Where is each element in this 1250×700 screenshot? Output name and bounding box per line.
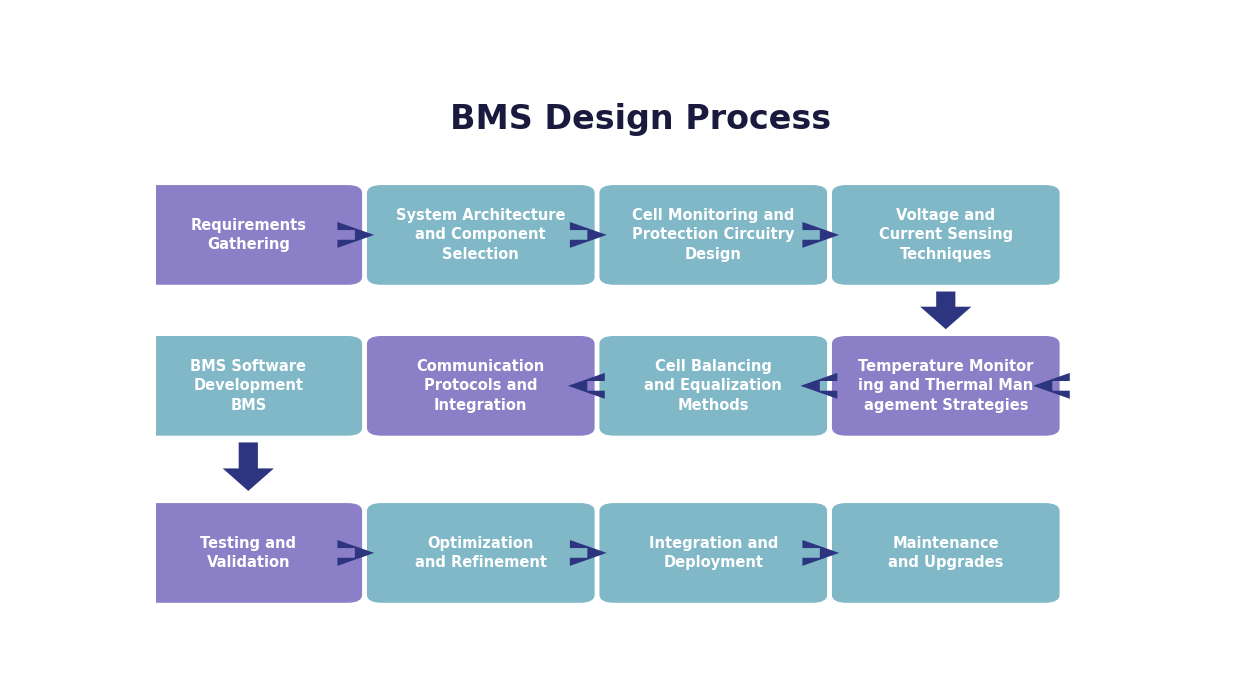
Text: Voltage and
Current Sensing
Techniques: Voltage and Current Sensing Techniques xyxy=(879,208,1013,262)
Polygon shape xyxy=(222,442,274,491)
Polygon shape xyxy=(570,540,606,566)
FancyBboxPatch shape xyxy=(600,503,828,603)
Text: Cell Balancing
and Equalization
Methods: Cell Balancing and Equalization Methods xyxy=(645,358,782,413)
FancyBboxPatch shape xyxy=(832,185,1060,285)
FancyBboxPatch shape xyxy=(135,185,362,285)
Text: Testing and
Validation: Testing and Validation xyxy=(200,536,296,570)
Polygon shape xyxy=(570,222,606,248)
Polygon shape xyxy=(802,222,839,248)
Text: BMS Design Process: BMS Design Process xyxy=(450,102,831,136)
Text: System Architecture
and Component
Selection: System Architecture and Component Select… xyxy=(396,208,565,262)
Text: Maintenance
and Upgrades: Maintenance and Upgrades xyxy=(888,536,1004,570)
Polygon shape xyxy=(1032,373,1070,399)
Text: Optimization
and Refinement: Optimization and Refinement xyxy=(415,536,546,570)
Polygon shape xyxy=(802,540,839,566)
Polygon shape xyxy=(338,540,374,566)
FancyBboxPatch shape xyxy=(368,185,595,285)
FancyBboxPatch shape xyxy=(135,503,362,603)
Text: Temperature Monitor
ing and Thermal Man
agement Strategies: Temperature Monitor ing and Thermal Man … xyxy=(858,358,1034,413)
FancyBboxPatch shape xyxy=(368,336,595,435)
Polygon shape xyxy=(920,291,971,329)
Text: Integration and
Deployment: Integration and Deployment xyxy=(649,536,778,570)
Text: BMS Software
Development
BMS: BMS Software Development BMS xyxy=(190,358,306,413)
FancyBboxPatch shape xyxy=(135,336,362,435)
Polygon shape xyxy=(338,222,374,248)
Polygon shape xyxy=(568,373,605,399)
FancyBboxPatch shape xyxy=(600,336,828,435)
Text: Cell Monitoring and
Protection Circuitry
Design: Cell Monitoring and Protection Circuitry… xyxy=(632,208,795,262)
FancyBboxPatch shape xyxy=(368,503,595,603)
Polygon shape xyxy=(800,373,838,399)
Text: Requirements
Gathering: Requirements Gathering xyxy=(190,218,306,252)
Text: Communication
Protocols and
Integration: Communication Protocols and Integration xyxy=(416,358,545,413)
FancyBboxPatch shape xyxy=(600,185,828,285)
FancyBboxPatch shape xyxy=(832,503,1060,603)
FancyBboxPatch shape xyxy=(832,336,1060,435)
